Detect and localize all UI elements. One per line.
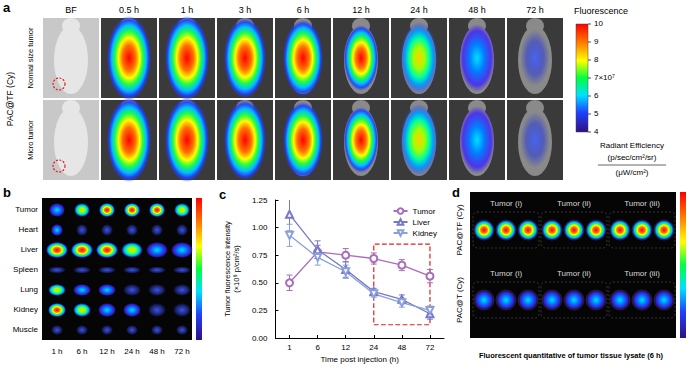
svg-text:Time post injection (h): Time post injection (h) (321, 355, 400, 364)
svg-text:10: 10 (594, 19, 603, 28)
svg-text:Tumor fluorescence intensity: Tumor fluorescence intensity (223, 221, 232, 317)
svg-text:0.5 h: 0.5 h (119, 5, 139, 15)
svg-text:Liver: Liver (21, 245, 39, 254)
svg-text:12 h: 12 h (99, 347, 115, 356)
svg-text:0.00: 0.00 (252, 334, 268, 343)
svg-text:PAC@TF (Cy): PAC@TF (Cy) (455, 204, 464, 255)
svg-text:(p/sec/cm²/sr): (p/sec/cm²/sr) (608, 153, 657, 162)
svg-text:(μW/cm²): (μW/cm²) (615, 168, 648, 177)
svg-text:72: 72 (426, 343, 435, 352)
svg-text:3 h: 3 h (239, 5, 252, 15)
svg-text:Fluorescent quantitative of tu: Fluorescent quantitative of tumor tissue… (479, 351, 664, 360)
svg-text:4: 4 (594, 127, 599, 136)
svg-text:7×10⁷: 7×10⁷ (594, 73, 615, 82)
svg-text:6: 6 (594, 91, 599, 100)
svg-text:1: 1 (287, 343, 292, 352)
html-text:c: c (219, 187, 227, 202)
svg-text:Micro tumor: Micro tumor (26, 120, 35, 160)
svg-text:Tumor (ii): Tumor (ii) (557, 199, 591, 208)
svg-text:Tumor (iii): Tumor (iii) (624, 199, 660, 208)
svg-text:0.25: 0.25 (252, 306, 268, 315)
svg-text:24 h: 24 h (124, 347, 140, 356)
svg-text:Kidney: Kidney (14, 305, 38, 314)
svg-text:Heart: Heart (18, 225, 38, 234)
svg-text:0.50: 0.50 (252, 278, 268, 287)
svg-text:Kidney: Kidney (413, 229, 437, 238)
svg-text:Tumor: Tumor (413, 207, 436, 216)
svg-text:PAC@T (Cy): PAC@T (Cy) (455, 277, 464, 323)
svg-text:9: 9 (594, 37, 599, 46)
svg-text:48 h: 48 h (468, 5, 486, 15)
svg-text:6 h: 6 h (76, 347, 87, 356)
svg-text:1 h: 1 h (181, 5, 194, 15)
svg-text:72 h: 72 h (526, 5, 544, 15)
svg-text:48: 48 (397, 343, 406, 352)
svg-text:Lung: Lung (20, 285, 38, 294)
svg-text:Tumor (iii): Tumor (iii) (624, 269, 660, 278)
svg-text:Radiant Efficiency: Radiant Efficiency (600, 141, 664, 150)
svg-text:Spleen: Spleen (13, 265, 38, 274)
svg-text:Tumor: Tumor (15, 205, 38, 214)
svg-text:8: 8 (594, 55, 599, 64)
svg-text:(×10⁹ p/cm²/s): (×10⁹ p/cm²/s) (232, 245, 241, 293)
svg-text:72 h: 72 h (174, 347, 190, 356)
svg-text:BF: BF (65, 5, 77, 15)
svg-text:1 h: 1 h (51, 347, 62, 356)
svg-text:Fluorescence: Fluorescence (574, 6, 628, 16)
svg-text:Liver: Liver (413, 218, 431, 227)
svg-text:24: 24 (369, 343, 378, 352)
svg-text:Normal size tumor: Normal size tumor (26, 27, 35, 88)
svg-text:1.00: 1.00 (252, 223, 268, 232)
svg-text:12: 12 (341, 343, 350, 352)
svg-text:PAC@TF (Cy): PAC@TF (Cy) (5, 72, 15, 126)
svg-text:Tumor (i): Tumor (i) (490, 199, 522, 208)
svg-text:b: b (3, 186, 11, 200)
svg-text:6: 6 (315, 343, 320, 352)
svg-text:a: a (3, 0, 11, 15)
svg-text:12 h: 12 h (352, 5, 370, 15)
svg-text:5: 5 (594, 109, 599, 118)
svg-text:6 h: 6 h (297, 5, 310, 15)
svg-text:24 h: 24 h (410, 5, 428, 15)
svg-text:d: d (452, 186, 460, 200)
svg-text:0.75: 0.75 (252, 251, 268, 260)
svg-text:Tumor (i): Tumor (i) (490, 269, 522, 278)
svg-text:Tumor (ii): Tumor (ii) (557, 269, 591, 278)
svg-text:48 h: 48 h (149, 347, 165, 356)
svg-text:Muscle: Muscle (13, 325, 39, 334)
svg-text:1.25: 1.25 (252, 196, 268, 205)
